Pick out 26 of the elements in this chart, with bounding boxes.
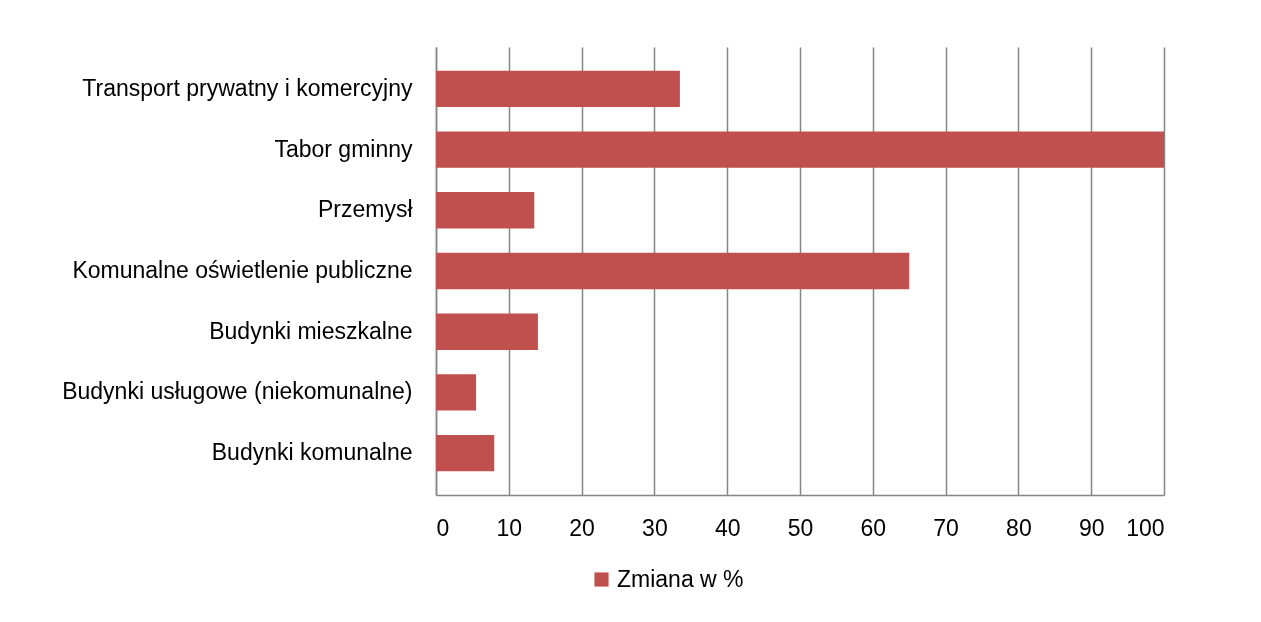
y-tick-label: Budynki komunalne xyxy=(211,439,413,466)
bar xyxy=(436,313,538,350)
legend-label: Zmiana w % xyxy=(617,565,744,592)
y-tick-label: Transport prywatny i komercyjny xyxy=(82,74,413,101)
y-tick-label: Budynki usługowe (niekomunalne) xyxy=(62,378,413,405)
bar xyxy=(436,434,495,472)
x-tick-label: 30 xyxy=(642,514,668,541)
x-tick-label: 50 xyxy=(787,514,814,541)
y-tick-label: Budynki mieszkalne xyxy=(209,317,413,344)
bar xyxy=(436,131,1164,168)
bar xyxy=(436,192,535,229)
y-tick-label: Komunalne oświetlenie publiczne xyxy=(72,257,413,283)
bar xyxy=(436,70,680,108)
bar xyxy=(436,374,477,411)
x-tick-label: 100 xyxy=(1126,514,1165,541)
x-tick-label: 40 xyxy=(714,514,741,541)
y-tick-label: Przemysł xyxy=(317,196,413,223)
x-tick-label: 20 xyxy=(569,514,595,541)
x-tick-label: 60 xyxy=(860,514,887,541)
x-tick-label: 70 xyxy=(933,514,959,541)
x-tick-label: 0 xyxy=(436,514,450,541)
y-tick-label: Tabor gminny xyxy=(274,135,413,162)
x-tick-label: 90 xyxy=(1078,514,1105,541)
x-tick-label: 80 xyxy=(1006,514,1032,541)
x-tick-label: 10 xyxy=(496,514,523,541)
bar xyxy=(436,252,910,290)
